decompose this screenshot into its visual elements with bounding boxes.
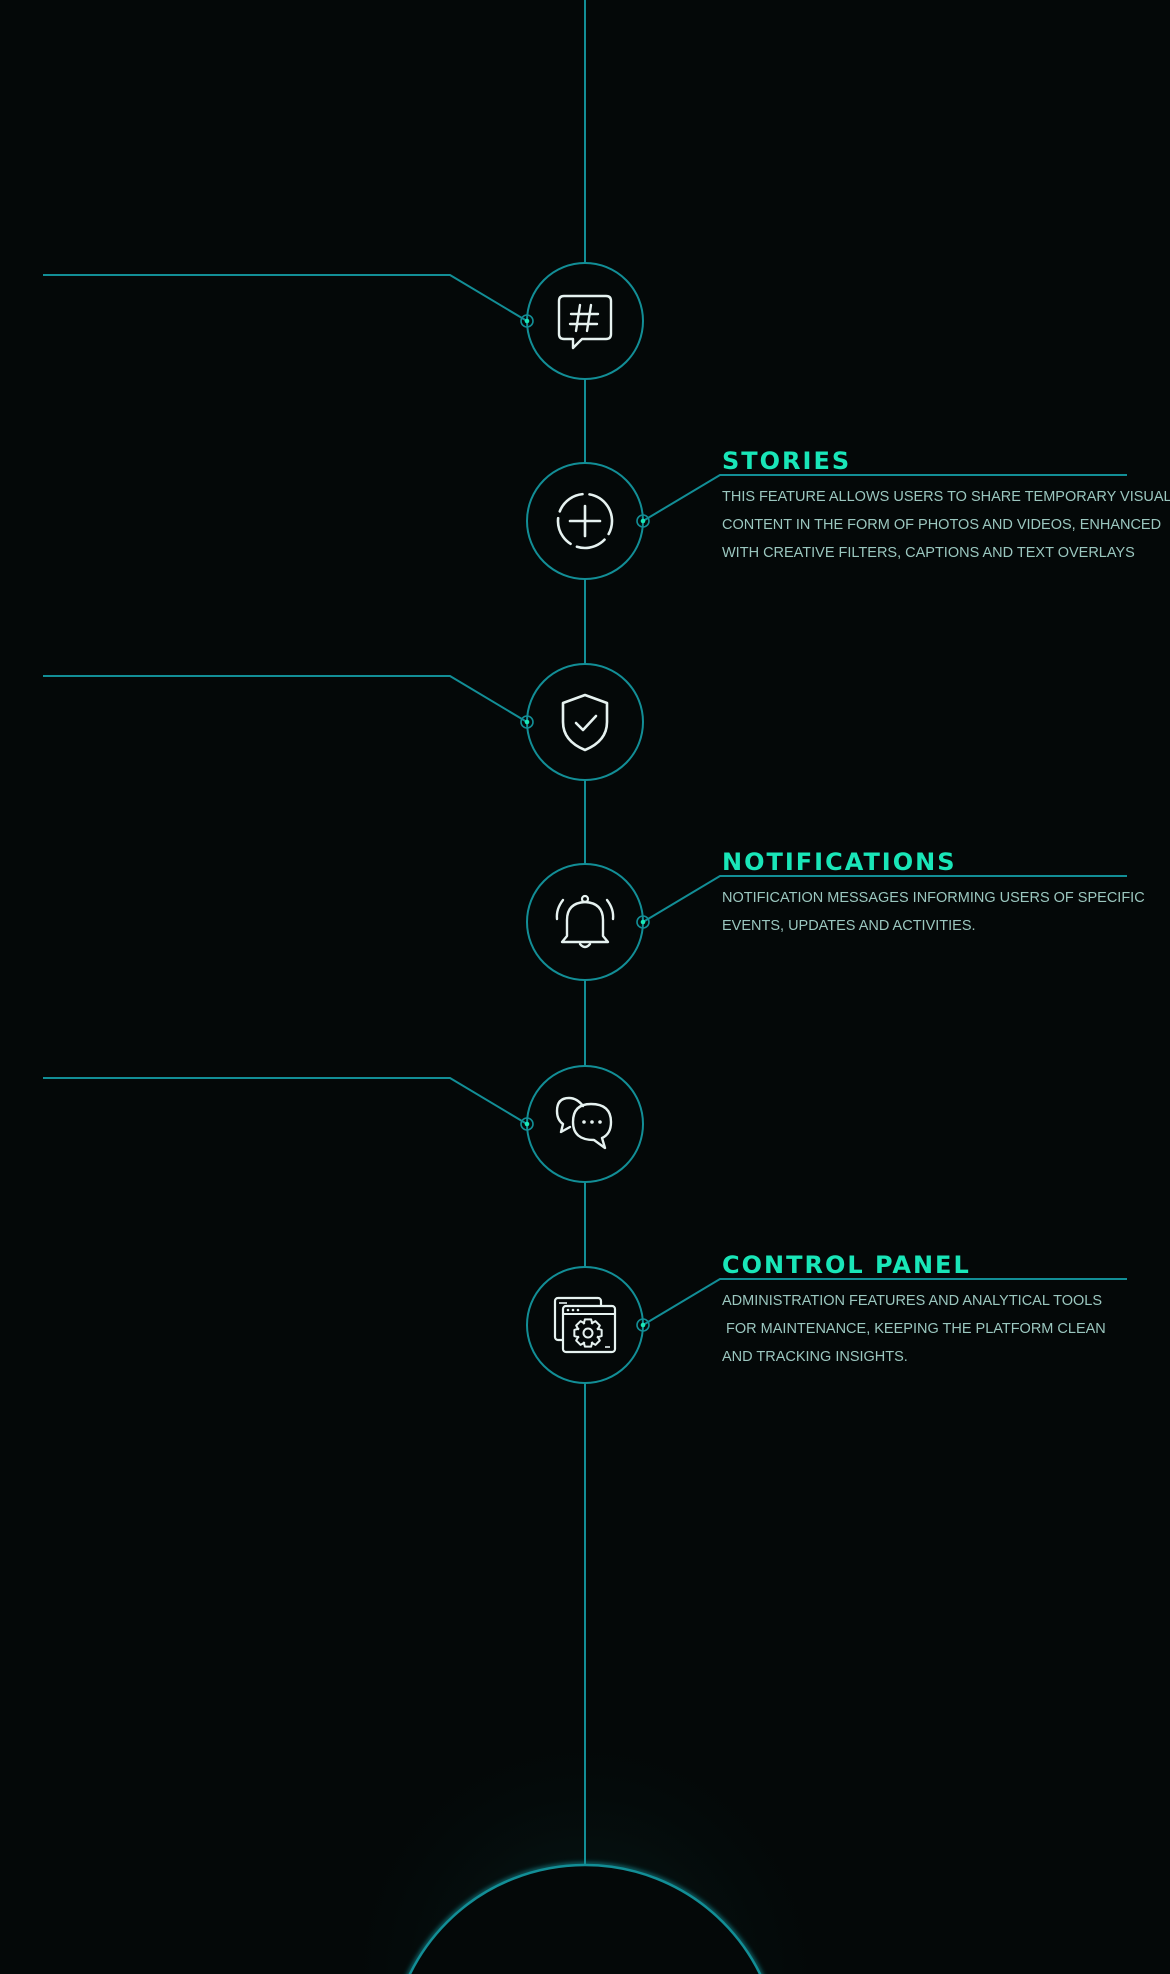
add-story-icon [556, 492, 614, 550]
settings-window-icon [553, 1296, 617, 1354]
connector-dot-core-chat [524, 1121, 530, 1127]
feature-node-posts-tags [526, 262, 644, 380]
shield-check-icon [561, 693, 609, 752]
connector-dot-security-privacy [520, 715, 534, 729]
description-line: FOR MAINTENANCE, KEEPING THE PLATFORM CL… [722, 1321, 1106, 1337]
connector-line-stories [642, 474, 1127, 522]
feature-node-notifications [526, 863, 644, 981]
description-line: NOTIFICATION MESSAGES INFORMING USERS OF… [722, 890, 1145, 906]
feature-description: NOTIFICATION MESSAGES INFORMING USERS OF… [722, 884, 1145, 940]
connector-line-control-panel [642, 1278, 1127, 1326]
chat-bubbles-icon [555, 1096, 613, 1150]
description-line: AND TRACKING INSIGHTS. [722, 1349, 908, 1365]
feature-node-chat [526, 1065, 644, 1183]
connector-dot-core-stories [640, 518, 646, 524]
feature-title: CONTROL PANEL [722, 1251, 971, 1279]
description-line: WITH CREATIVE FILTERS, CAPTIONS AND TEXT… [722, 545, 1135, 561]
connector-dot-control-panel [636, 1318, 650, 1332]
connector-dot-posts-tags [520, 314, 534, 328]
connector-dot-stories [636, 514, 650, 528]
connector-line-notifications [642, 875, 1127, 923]
connector-dot-core-security-privacy [524, 719, 530, 725]
feature-title: STORIES [722, 447, 852, 475]
bell-icon [555, 894, 615, 949]
bottom-hub [406, 1862, 764, 1974]
connector-line-posts-tags [43, 274, 528, 322]
description-line: CONTENT IN THE FORM OF PHOTOS AND VIDEOS… [722, 517, 1162, 533]
feature-node-security-privacy [526, 663, 644, 781]
description-line: ADMINISTRATION FEATURES AND ANALYTICAL T… [722, 1293, 1103, 1309]
connector-dot-core-control-panel [640, 1322, 646, 1328]
description-line: THIS FEATURE ALLOWS USERS TO SHARE TEMPO… [722, 489, 1170, 505]
feature-description: ADMINISTRATION FEATURES AND ANALYTICAL T… [722, 1287, 1106, 1371]
description-line: EVENTS, UPDATES AND ACTIVITIES. [722, 918, 976, 934]
connector-line-chat [43, 1077, 528, 1125]
connector-dot-notifications [636, 915, 650, 929]
connector-line-security-privacy [43, 675, 528, 723]
feature-title: NOTIFICATIONS [722, 848, 957, 876]
feature-description: THIS FEATURE ALLOWS USERS TO SHARE TEMPO… [722, 483, 1170, 567]
connector-dot-core-notifications [640, 919, 646, 925]
hashtag-chat-icon [557, 294, 613, 350]
connector-dot-chat [520, 1117, 534, 1131]
connector-dot-core-posts-tags [524, 318, 530, 324]
